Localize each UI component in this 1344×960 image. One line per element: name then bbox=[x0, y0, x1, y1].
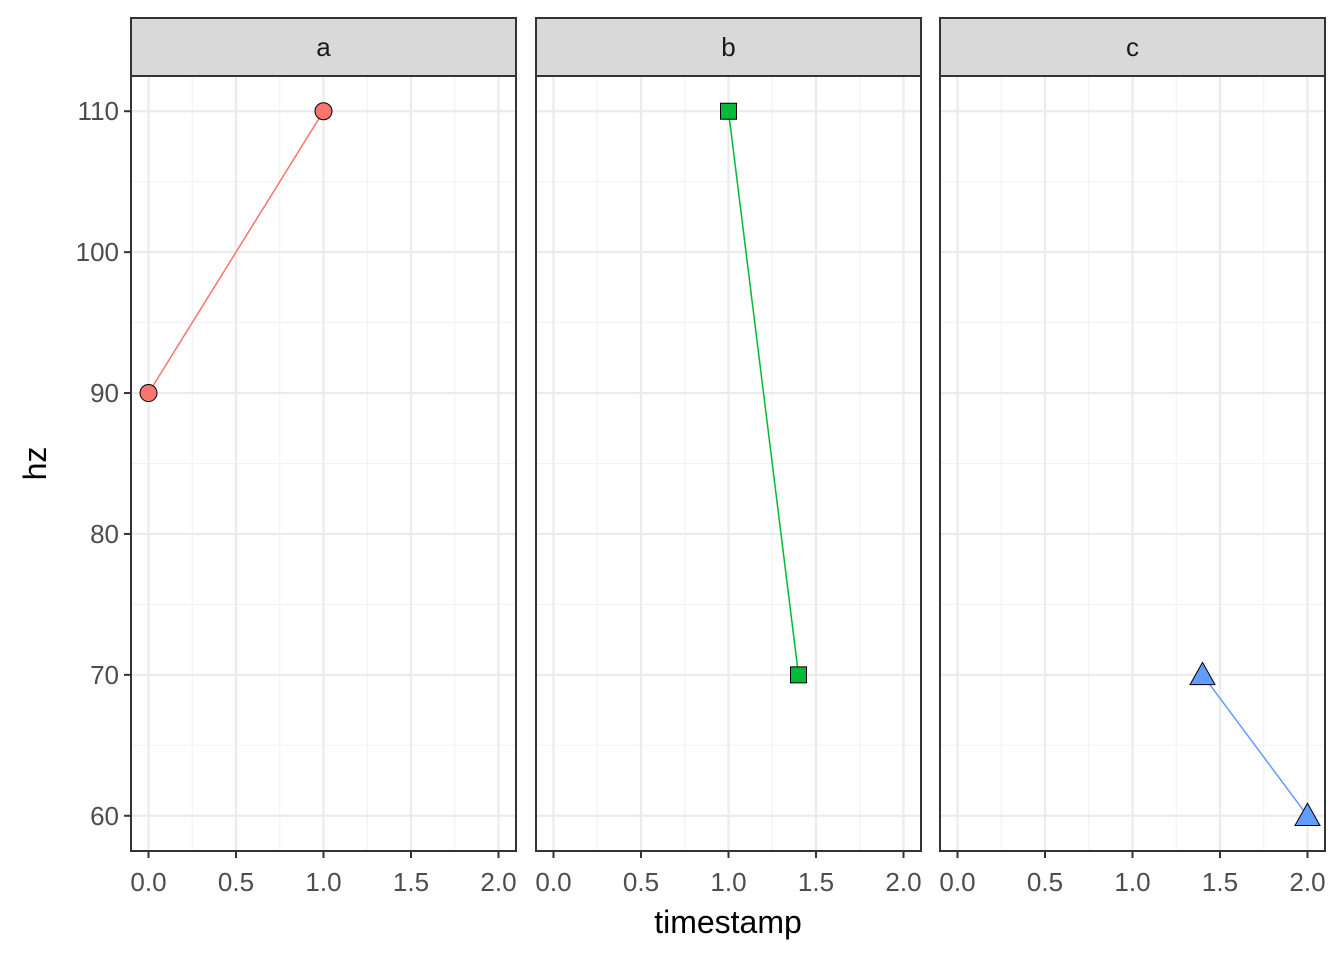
y-tick-label: 90 bbox=[90, 378, 119, 408]
facet-strip-label: b bbox=[721, 32, 735, 62]
x-tick-label: 1.0 bbox=[1114, 867, 1150, 897]
x-tick-label: 1.5 bbox=[393, 867, 429, 897]
data-point-c bbox=[1294, 802, 1321, 827]
y-tick-label: 110 bbox=[78, 96, 119, 126]
x-tick-label: 0.5 bbox=[1027, 867, 1063, 897]
x-tick-label: 0.0 bbox=[939, 867, 975, 897]
x-tick-label: 2.0 bbox=[1289, 867, 1325, 897]
facet-panel-b: b 0.0 0.5 1.0 1.5 2.0 bbox=[535, 17, 922, 897]
x-tick-label: 0.0 bbox=[130, 867, 166, 897]
x-tick-label: 2.0 bbox=[480, 867, 516, 897]
data-point-a bbox=[314, 102, 333, 121]
x-tick-label: 1.0 bbox=[305, 867, 341, 897]
facet-strip bbox=[939, 17, 1326, 77]
y-tick-label: 70 bbox=[90, 660, 119, 690]
x-tick-label: 1.0 bbox=[710, 867, 746, 897]
facet-panel-c: c 0.0 0.5 1.0 1.5 2.0 bbox=[939, 17, 1326, 897]
facet-strip bbox=[130, 17, 517, 77]
x-axis-title: timestamp bbox=[654, 904, 802, 940]
data-point-c bbox=[1189, 661, 1216, 686]
x-tick-label: 0.0 bbox=[535, 867, 571, 897]
chart-panels: a 0.0 0.5 1.0 1.5 2.0 b 0.0 0.5 1.0 1.5 2.0 c 0.0 0.5 1… bbox=[130, 17, 1326, 897]
facet-panel-a: a 0.0 0.5 1.0 1.5 2.0 bbox=[130, 17, 517, 897]
x-tick-label: 1.5 bbox=[1202, 867, 1238, 897]
series-line-c bbox=[1201, 674, 1309, 817]
y-tick-label: 100 bbox=[76, 237, 119, 267]
x-tick-label: 2.0 bbox=[885, 867, 921, 897]
x-tick-label: 0.5 bbox=[218, 867, 254, 897]
series-line-a bbox=[147, 110, 325, 394]
x-tick-label: 0.5 bbox=[623, 867, 659, 897]
facet-strip-label: a bbox=[316, 32, 331, 62]
x-tick-label: 1.5 bbox=[798, 867, 834, 897]
y-axis: 60 70 80 90 100 110 bbox=[76, 96, 131, 831]
facet-strip-label: c bbox=[1126, 32, 1139, 62]
y-tick-label: 60 bbox=[90, 801, 119, 831]
y-axis-title: hz bbox=[17, 447, 53, 481]
facet-strip bbox=[535, 17, 922, 77]
data-point-b bbox=[790, 666, 807, 684]
data-point-a bbox=[139, 384, 158, 403]
series-line-b bbox=[727, 111, 800, 675]
y-tick-label: 80 bbox=[90, 519, 119, 549]
data-point-b bbox=[720, 102, 737, 120]
